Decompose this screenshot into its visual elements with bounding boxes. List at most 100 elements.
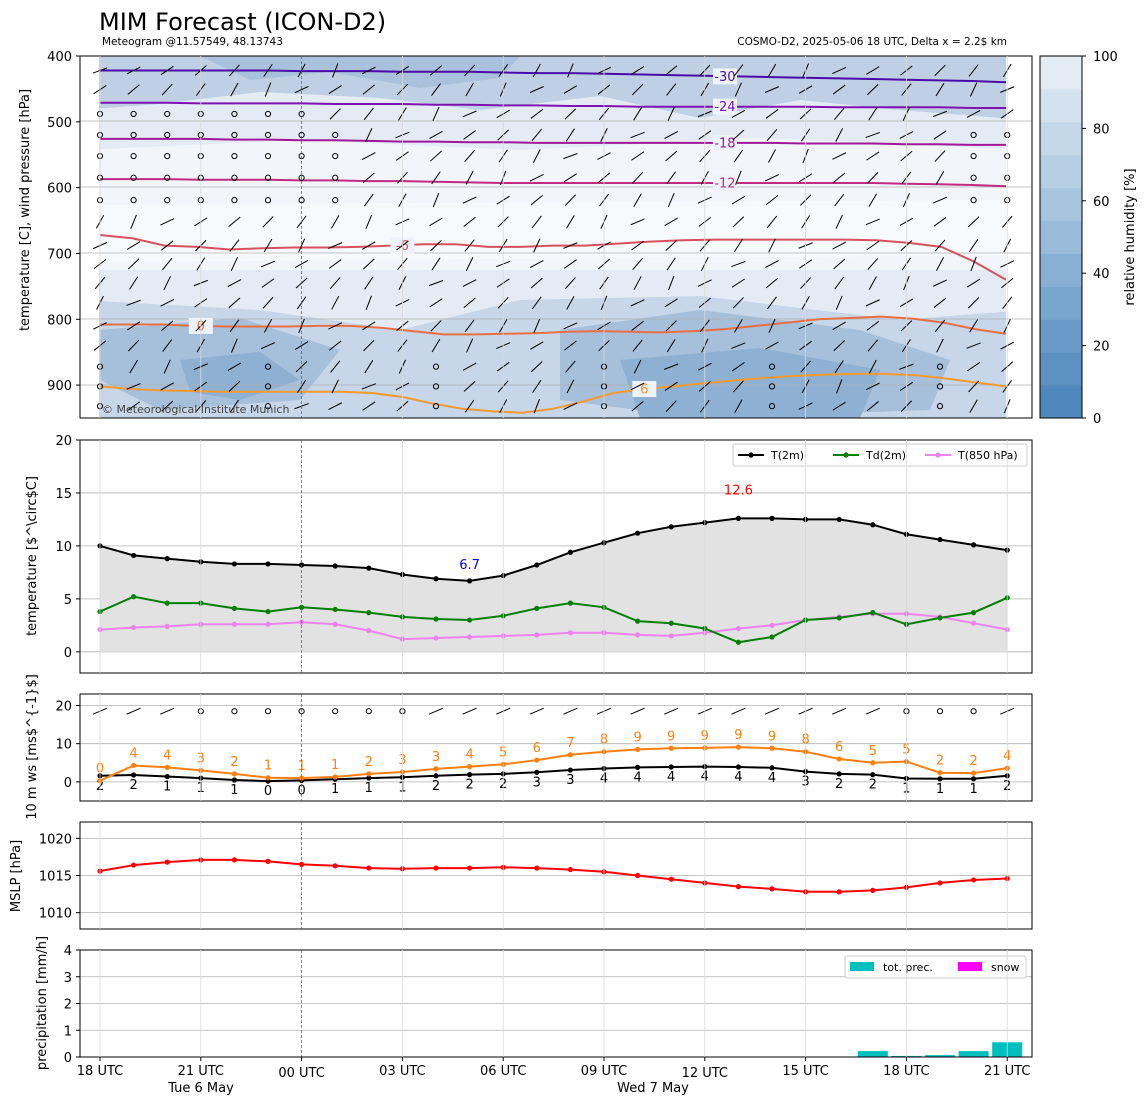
data-point [971, 776, 977, 782]
calm-wind-marker [768, 363, 776, 370]
data-point [433, 576, 439, 582]
isotherm-0 [100, 315, 1006, 336]
wind-barb [363, 339, 375, 352]
data-point [231, 777, 237, 783]
data-label: 9 [633, 730, 641, 745]
y-tick-label: 4 [64, 944, 72, 959]
data-point [668, 620, 674, 626]
data-point [971, 542, 977, 548]
wind-barb [127, 401, 141, 411]
data-label: 1 [331, 758, 339, 773]
isotherm--12 [100, 178, 1006, 188]
wind-barb [733, 238, 743, 253]
data-point [937, 536, 943, 543]
data-point [467, 634, 473, 640]
data-label: 2 [969, 754, 977, 769]
colorbar-band [1040, 385, 1082, 419]
wind-barb [331, 295, 340, 310]
wind-barb [464, 399, 475, 413]
wind-barb [563, 153, 578, 160]
wind-barb [529, 86, 544, 94]
data-label: 4 [667, 770, 675, 785]
wind-barb [260, 260, 276, 268]
colorbar-band [1040, 187, 1082, 222]
calm-wind-marker [264, 110, 272, 118]
time-tick-label: 21 UTC [984, 1064, 1030, 1079]
temperature-axes-frame [79, 439, 1033, 674]
upper-grid [80, 120, 1032, 386]
data-point [836, 889, 842, 895]
wind-barb [563, 707, 578, 715]
wind-barb [631, 320, 644, 331]
wind-barb [566, 296, 575, 310]
upper-y-tick-label: 500 [47, 116, 72, 131]
data-label: 1 [230, 783, 238, 798]
data-point [668, 524, 674, 530]
data-label: 9 [734, 728, 742, 743]
wind-barb [429, 130, 443, 140]
wind-barb [431, 338, 441, 353]
wind-barb [832, 321, 846, 331]
wind-barb [565, 277, 576, 289]
wind-barb [834, 276, 845, 290]
wind-barb [260, 342, 276, 350]
wind-barb [667, 193, 675, 208]
wind-barb [126, 383, 141, 390]
wind-barb [530, 277, 543, 289]
wind-barb [263, 238, 273, 253]
isotherm--18 [100, 137, 1006, 146]
wind-barb [936, 338, 944, 353]
wind-barb [130, 214, 137, 230]
wind-barb [664, 298, 678, 308]
upper-y-tick-label: 400 [47, 50, 72, 65]
data-point [567, 600, 574, 606]
data-point [971, 877, 977, 883]
data-point [668, 876, 674, 882]
data-point [164, 600, 170, 606]
wind-barb [464, 239, 475, 252]
data-point [635, 764, 641, 770]
data-label: 9 [768, 729, 776, 744]
data-label: 3 [533, 775, 541, 790]
wind-barb [631, 151, 645, 161]
colorbar-band [1040, 220, 1082, 254]
wind-barb [228, 297, 241, 309]
data-point [131, 594, 137, 600]
data-label: 5 [869, 744, 877, 759]
wind-barb [632, 257, 643, 270]
calm-wind-marker [164, 110, 171, 118]
wind-barb [967, 362, 981, 372]
wind-barb [664, 381, 678, 392]
data-point [164, 623, 170, 630]
wind-barb [764, 86, 780, 93]
data-point [265, 608, 271, 615]
calm-wind-marker [298, 708, 305, 715]
calm-wind-marker [264, 383, 272, 390]
wind-barb [630, 382, 645, 391]
wind-barb [294, 341, 309, 350]
wind-barb [632, 171, 644, 184]
data-point [299, 775, 305, 781]
data-label: 1 [331, 782, 339, 797]
wind-barb [866, 66, 880, 75]
data-point [534, 865, 540, 871]
wind-barb [532, 379, 542, 393]
wind-barb [966, 342, 981, 349]
wind-barb [934, 150, 946, 162]
wind-barb [934, 239, 946, 252]
time-tick-label: 03 UTC [379, 1064, 425, 1079]
data-point [769, 515, 775, 521]
wind-barb [532, 149, 541, 163]
calm-wind-marker [164, 131, 171, 139]
wind-barb [667, 106, 675, 121]
humidity-background [99, 56, 1006, 418]
wind-barb [733, 64, 744, 77]
upper-y-tick-label: 900 [47, 379, 72, 394]
calm-wind-marker [264, 131, 272, 139]
wind-barb [564, 340, 577, 351]
temperature-fill [100, 518, 1008, 652]
calm-wind-marker [264, 197, 272, 204]
wind-grid [80, 705, 1032, 783]
wind-barb [127, 258, 140, 270]
wind-barb [532, 63, 541, 78]
